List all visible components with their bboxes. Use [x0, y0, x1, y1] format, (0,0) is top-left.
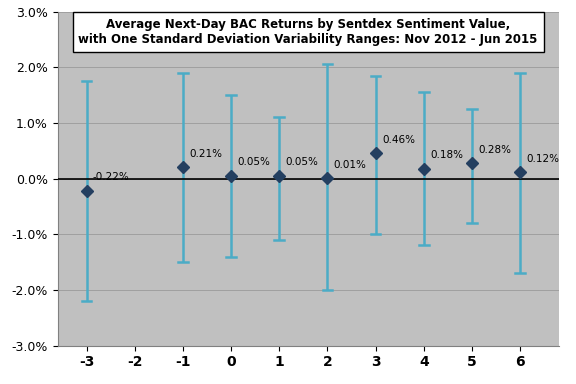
Text: 0.21%: 0.21% [189, 149, 222, 159]
Text: 0.28%: 0.28% [478, 145, 511, 155]
Text: 0.18%: 0.18% [430, 150, 463, 160]
Text: 0.12%: 0.12% [526, 154, 559, 164]
Text: 0.05%: 0.05% [237, 157, 270, 167]
Text: 0.01%: 0.01% [334, 160, 366, 170]
Text: 0.46%: 0.46% [382, 135, 415, 145]
Text: Average Next-Day BAC Returns by Sentdex Sentiment Value,
with One Standard Devia: Average Next-Day BAC Returns by Sentdex … [78, 18, 538, 46]
Text: 0.05%: 0.05% [286, 157, 319, 167]
Text: -0.22%: -0.22% [93, 172, 130, 182]
